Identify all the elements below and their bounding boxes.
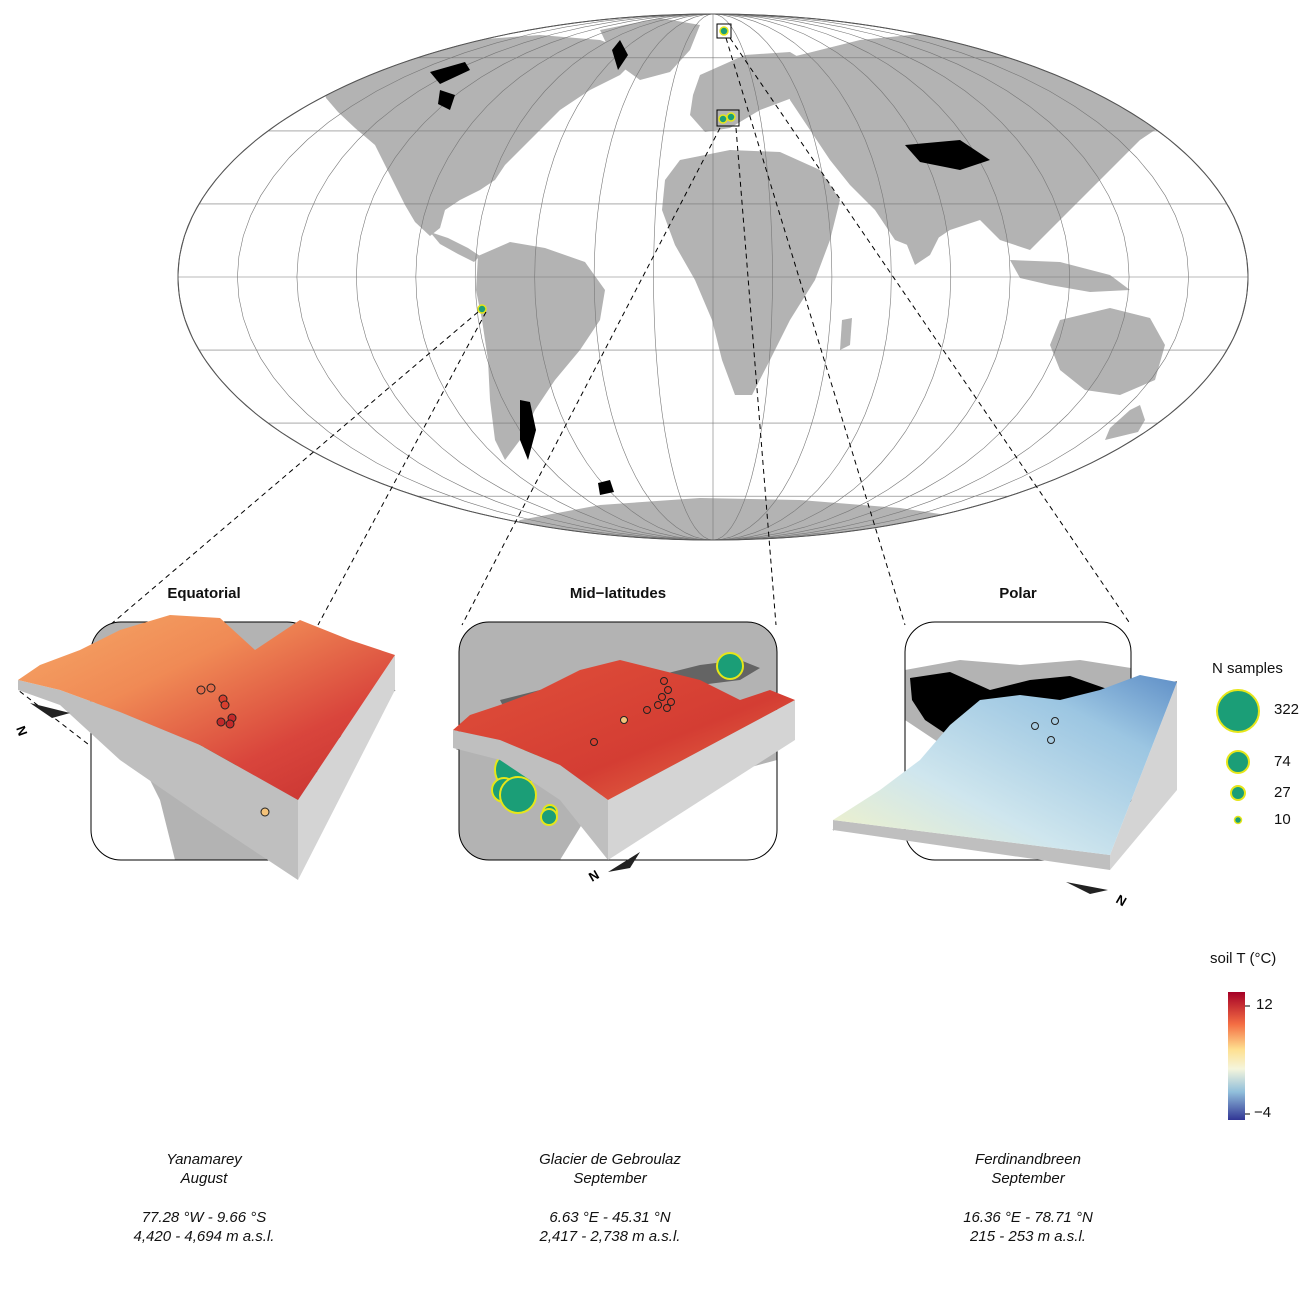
- equatorial-terrain-block: [18, 615, 395, 880]
- samples-legend-27: 27: [1274, 784, 1291, 801]
- equatorial-side-left: [18, 680, 298, 880]
- land-australia: [1050, 308, 1165, 395]
- mid-north-label: N: [586, 867, 602, 885]
- sample-size-legend: [1216, 689, 1260, 825]
- glacier-himalaya: [905, 140, 990, 170]
- mid-coords: 6.63 °E - 45.31 °N: [549, 1209, 671, 1226]
- world-map: [177, 13, 1249, 541]
- polar-site-marker: [719, 26, 729, 36]
- equatorial-north-arrow: [30, 703, 70, 718]
- mid-latitudes-title: Mid−latitudes: [569, 585, 667, 602]
- glacier-regions: [430, 40, 990, 495]
- mid-side-left: [453, 730, 608, 860]
- mid-marker-14: [540, 808, 558, 826]
- equatorial-month: August: [180, 1170, 228, 1187]
- mid-sample-points: [590, 677, 675, 746]
- equatorial-glacier-name: Yanamarey: [166, 1151, 242, 1168]
- polar-side-right: [1110, 682, 1177, 870]
- mid-site-marker-2: [726, 112, 736, 122]
- mid-marker-12: [499, 776, 537, 814]
- polar-north-label: N: [1114, 892, 1130, 910]
- polar-north-arrow: [1066, 882, 1108, 894]
- mid-glacier-name: Glacier de Gebroulaz: [539, 1151, 681, 1168]
- land-south-america: [476, 242, 605, 460]
- glacier-canada: [438, 90, 455, 110]
- land-madagascar: [840, 318, 852, 350]
- samples-legend-322: 322: [1274, 701, 1300, 718]
- equatorial-title: Equatorial: [167, 585, 241, 602]
- mid-surface: [453, 660, 795, 800]
- samples-legend-title: N samples: [1212, 660, 1283, 677]
- land-india: [900, 200, 945, 265]
- land-north-america: [322, 35, 640, 236]
- land-africa: [662, 150, 840, 395]
- legend-circle-27: [1230, 785, 1246, 801]
- land-new-zealand: [1105, 405, 1145, 440]
- temperature-legend-title: soil T (°C): [1210, 950, 1277, 967]
- mid-site-box: [716, 109, 740, 127]
- land-greenland: [600, 18, 700, 80]
- mid-north-arrow: [608, 852, 640, 872]
- equatorial-side-right: [298, 655, 395, 880]
- land-central-america: [430, 232, 480, 262]
- glacier-greenland: [612, 40, 628, 70]
- legend-circle-322: [1216, 689, 1260, 733]
- world-frame: [177, 13, 1249, 541]
- mid-month: September: [573, 1170, 647, 1187]
- equatorial-elevation: 4,420 - 4,694 m a.s.l.: [133, 1228, 275, 1245]
- equatorial-north-label: N: [13, 724, 30, 738]
- polar-month: September: [991, 1170, 1065, 1187]
- mid-elevation: 2,417 - 2,738 m a.s.l.: [539, 1228, 681, 1245]
- polar-title: Polar: [999, 585, 1037, 602]
- polar-glacier-name: Ferdinandbreen: [975, 1151, 1081, 1168]
- land-southeast-asia: [1010, 260, 1130, 292]
- glacier-antarctica: [598, 480, 614, 495]
- mid-terrain-block: [453, 660, 795, 872]
- mid-latitudes-caption: Glacier de Gebroulaz September 6.63 °E -…: [490, 1150, 730, 1246]
- legend-circle-74: [1226, 750, 1250, 774]
- samples-legend-10: 10: [1274, 811, 1291, 828]
- equatorial-site-marker: [477, 304, 487, 314]
- polar-terrain-block: [833, 675, 1177, 894]
- equatorial-surface: [18, 615, 395, 800]
- parallels: [178, 57, 1248, 497]
- temperature-colorbar: [1228, 992, 1245, 1120]
- temperature-legend: [1228, 992, 1250, 1120]
- polar-surface: [833, 675, 1177, 855]
- polar-sample-points: [1031, 717, 1059, 744]
- equatorial-caption: Yanamarey August 77.28 °W - 9.66 °S 4,42…: [84, 1150, 324, 1246]
- glacier-andes: [520, 400, 536, 460]
- polar-caption: Ferdinandbreen September 16.36 °E - 78.7…: [908, 1150, 1148, 1246]
- polar-elevation: 215 - 253 m a.s.l.: [970, 1228, 1086, 1245]
- glacier-alaska: [430, 62, 470, 84]
- polar-site-box: [716, 23, 732, 39]
- mid-site-marker-1: [718, 114, 728, 124]
- temperature-legend-max: 12: [1256, 996, 1273, 1013]
- legend-circle-10: [1233, 815, 1243, 825]
- temperature-legend-min: −4: [1254, 1104, 1272, 1121]
- equatorial-sample-points: [196, 683, 270, 817]
- polar-coords: 16.36 °E - 78.71 °N: [963, 1209, 1093, 1226]
- mid-side-right: [608, 700, 795, 860]
- mid-marker-1: [716, 652, 744, 680]
- samples-legend-74: 74: [1274, 753, 1291, 770]
- polar-side-left: [833, 820, 1110, 870]
- equatorial-coords: 77.28 °W - 9.66 °S: [141, 1209, 267, 1226]
